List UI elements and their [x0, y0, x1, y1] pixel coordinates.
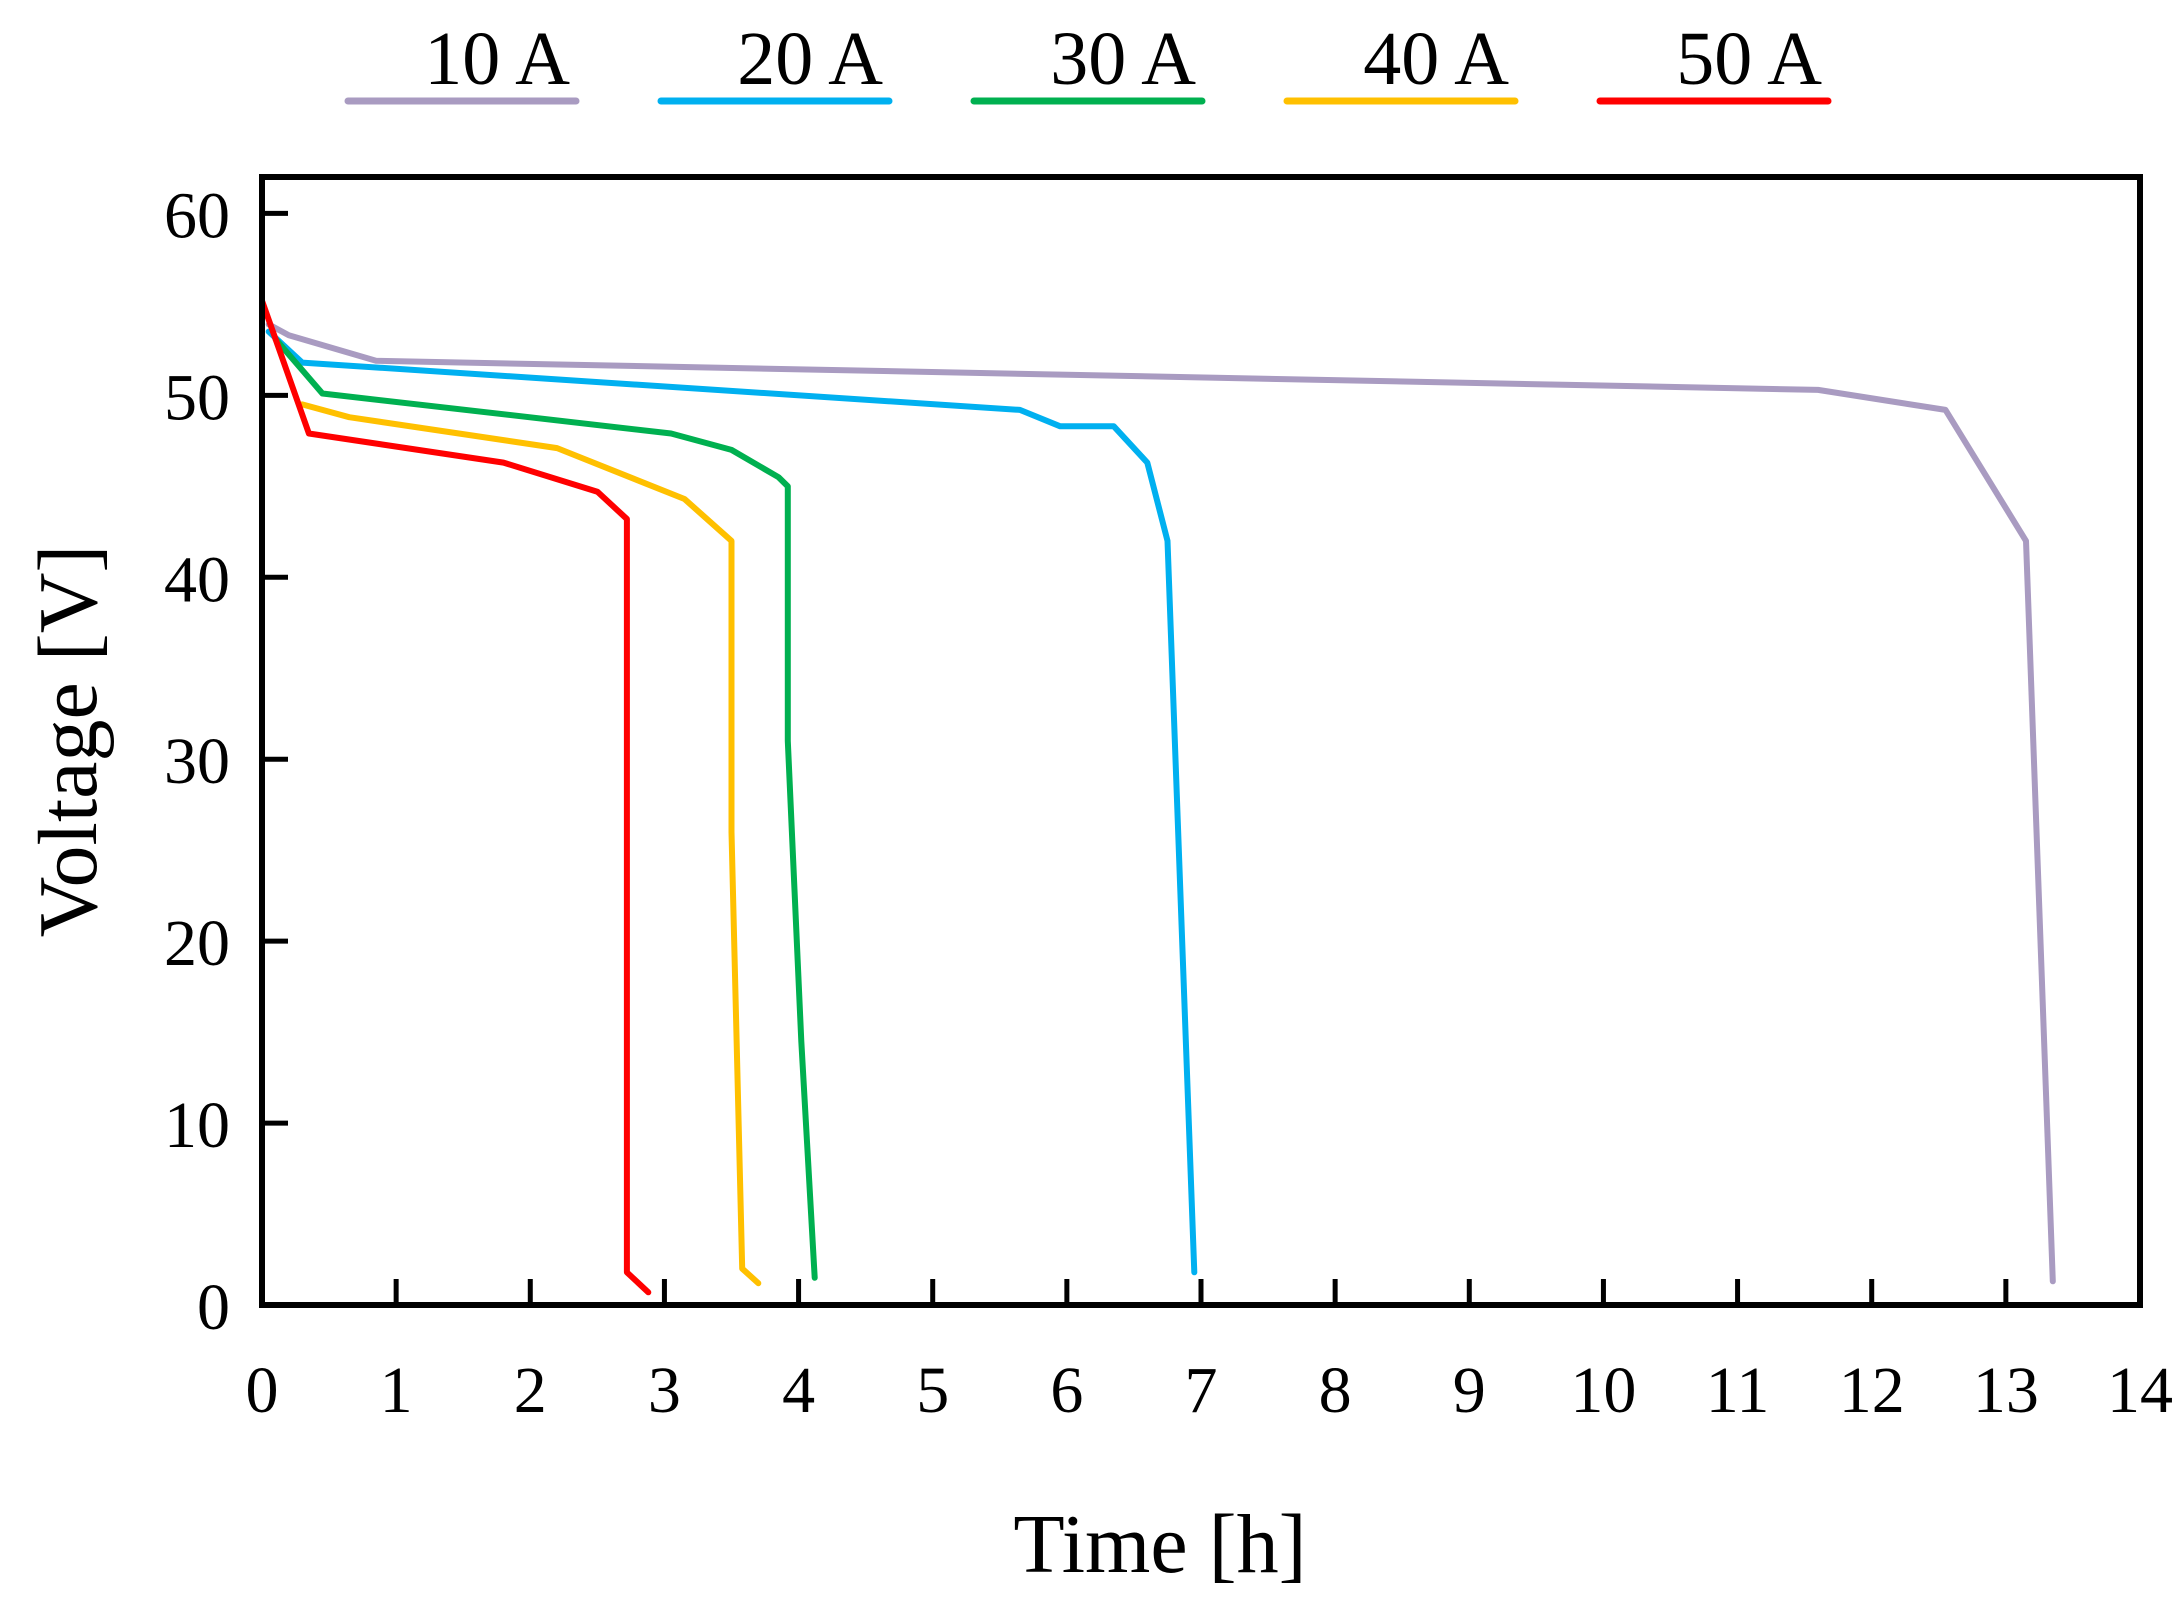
x-axis-title: Time [h]: [1013, 1498, 1306, 1591]
x-tick-label: 10: [1570, 1354, 1636, 1427]
legend-label: 30 A: [1050, 17, 1196, 101]
y-tick-label: 20: [164, 907, 230, 980]
legend-item: 40 A: [1283, 17, 1519, 105]
y-axis-title: Voltage [V]: [22, 545, 115, 938]
x-tick-label: 8: [1319, 1354, 1352, 1427]
series-layer: [259, 297, 2056, 1296]
series-line-50a: [259, 297, 652, 1296]
plot-frame: [259, 174, 2143, 1308]
y-tick-label: 60: [164, 179, 230, 252]
legend: 10 A 20 A 30 A 40 A 50 A: [344, 17, 1832, 105]
legend-label: 50 A: [1676, 17, 1822, 101]
y-tick-label: 40: [164, 543, 230, 616]
legend-item: 10 A: [344, 17, 580, 105]
legend-label: 10 A: [424, 17, 570, 101]
series-line-20a: [265, 328, 1198, 1276]
y-tick-label: 50: [164, 361, 230, 434]
x-tick-label: 7: [1185, 1354, 1218, 1427]
x-tick-label: 6: [1050, 1354, 1083, 1427]
legend-item: 20 A: [657, 17, 893, 105]
series-line-10a: [265, 321, 2056, 1285]
x-tick-label: 5: [916, 1354, 949, 1427]
x-tick-label: 13: [1973, 1354, 2039, 1427]
series-line-30a: [272, 335, 818, 1281]
x-tick-label: 3: [648, 1354, 681, 1427]
x-tick-label: 11: [1706, 1354, 1770, 1427]
series-line-40a: [299, 401, 762, 1287]
x-tick-label: 9: [1453, 1354, 1486, 1427]
x-tick-label: 2: [514, 1354, 547, 1427]
x-tick-label: 4: [782, 1354, 815, 1427]
x-tick-label: 1: [380, 1354, 413, 1427]
legend-item: 50 A: [1596, 17, 1832, 105]
y-tick-label: 10: [164, 1089, 230, 1162]
legend-label: 40 A: [1363, 17, 1509, 101]
y-tick-label: 30: [164, 725, 230, 798]
x-tick-label: 14: [2107, 1354, 2173, 1427]
y-axis: 0 10 20 30 40 50 60: [164, 179, 288, 1344]
x-tick-label: 0: [246, 1354, 279, 1427]
x-tick-label: 12: [1839, 1354, 1905, 1427]
y-tick-label: 0: [197, 1271, 230, 1344]
legend-label: 20 A: [737, 17, 883, 101]
x-axis: 0 1 2 3 4 5 6 7 8 9 10 11 12 13 14: [246, 1279, 2173, 1427]
legend-item: 30 A: [970, 17, 1206, 105]
